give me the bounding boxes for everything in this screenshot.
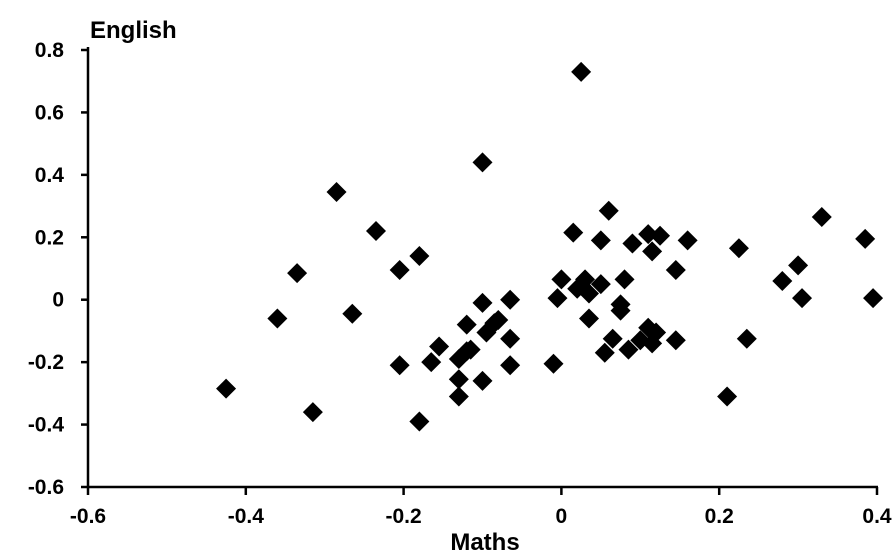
- data-point: [409, 246, 430, 267]
- data-point: [579, 308, 600, 329]
- data-point: [472, 370, 493, 391]
- x-tick-label: -0.6: [70, 505, 106, 528]
- data-point: [472, 292, 493, 313]
- x-tick-label: -0.2: [386, 505, 422, 528]
- y-tick-label: 0.2: [35, 226, 64, 249]
- data-point: [551, 269, 572, 290]
- x-axis-title: Maths: [450, 529, 519, 554]
- y-tick-label: 0.8: [35, 39, 65, 62]
- data-point: [622, 233, 643, 254]
- data-point: [460, 339, 481, 360]
- data-point: [500, 355, 521, 376]
- data-point: [500, 328, 521, 349]
- data-point: [571, 61, 592, 82]
- data-point: [772, 270, 793, 291]
- data-point: [472, 152, 493, 173]
- data-point: [287, 263, 308, 284]
- data-point: [547, 288, 568, 309]
- data-point: [365, 221, 386, 242]
- data-point: [618, 339, 639, 360]
- data-point: [677, 230, 698, 251]
- data-point: [855, 228, 876, 249]
- data-point: [267, 308, 288, 329]
- data-point: [665, 330, 686, 351]
- data-point: [456, 314, 477, 335]
- x-tick-label: 0: [556, 505, 568, 528]
- data-point: [638, 224, 659, 245]
- data-point: [389, 260, 410, 281]
- data-point: [448, 369, 469, 390]
- data-point: [448, 386, 469, 407]
- data-point: [598, 200, 619, 221]
- data-point: [579, 283, 600, 304]
- data-point: [389, 355, 410, 376]
- data-point: [728, 238, 749, 259]
- data-point: [575, 269, 596, 290]
- data-point: [563, 222, 584, 243]
- data-point: [488, 310, 509, 331]
- y-tick-label: -0.2: [28, 351, 64, 374]
- y-tick-label: -0.6: [28, 476, 64, 499]
- data-point: [665, 260, 686, 281]
- data-point: [614, 269, 635, 290]
- data-point: [590, 230, 611, 251]
- data-point: [500, 289, 521, 310]
- y-tick-label: 0.6: [35, 101, 64, 124]
- data-point: [543, 353, 564, 374]
- data-point: [421, 352, 442, 373]
- y-tick-label: 0: [52, 289, 64, 312]
- data-point: [863, 288, 884, 309]
- x-tick-label: -0.4: [228, 505, 265, 528]
- data-point: [590, 274, 611, 295]
- data-point: [342, 303, 363, 324]
- data-point: [409, 411, 430, 432]
- data-points: [216, 61, 884, 432]
- x-tick-label: 0.2: [705, 505, 734, 528]
- data-point: [326, 182, 347, 203]
- data-point: [792, 288, 813, 309]
- data-point: [610, 300, 631, 321]
- y-axis-title: English: [90, 17, 177, 44]
- data-point: [650, 225, 671, 246]
- data-point: [788, 255, 809, 276]
- data-point: [302, 402, 323, 423]
- data-point: [642, 241, 663, 262]
- data-point: [717, 386, 738, 407]
- data-point: [646, 322, 667, 343]
- data-point: [429, 336, 450, 357]
- ticks: -0.6 -0.4 -0.2 0 0.2 0.4 -0.6 -0.4 -0.2 0 0.2 0.4 0.…: [28, 39, 892, 528]
- data-point: [594, 342, 615, 363]
- data-point: [811, 206, 832, 227]
- y-tick-label: -0.4: [28, 414, 65, 437]
- y-tick-label: 0.4: [35, 164, 65, 187]
- data-point: [216, 378, 237, 399]
- x-tick-label: 0.4: [862, 505, 892, 528]
- axes: [86, 47, 878, 489]
- data-point: [736, 328, 757, 349]
- data-point: [602, 328, 623, 349]
